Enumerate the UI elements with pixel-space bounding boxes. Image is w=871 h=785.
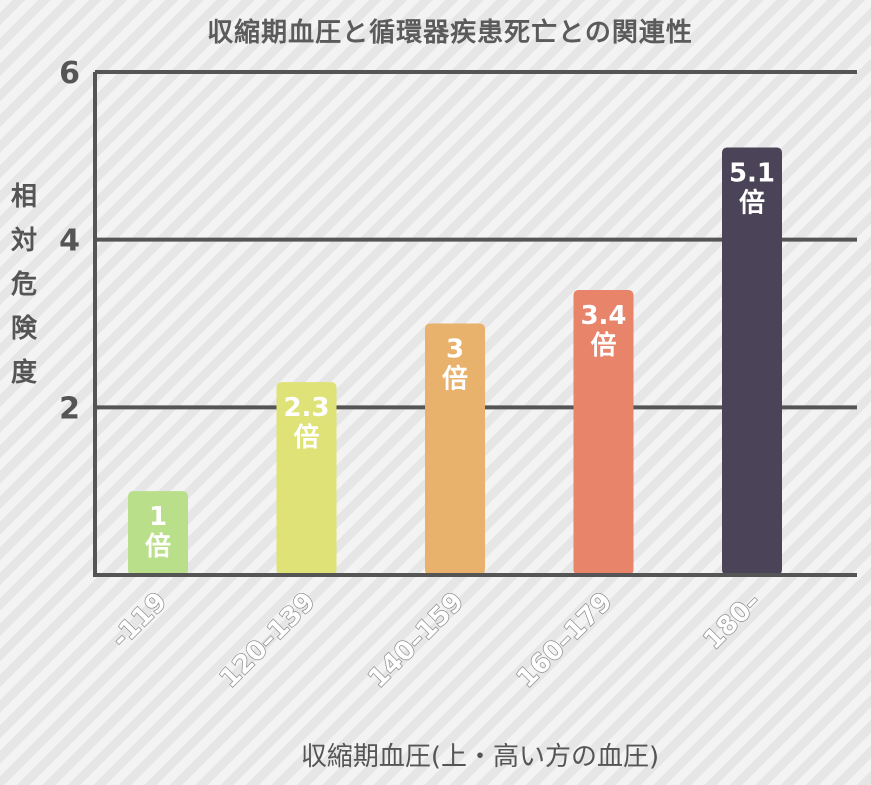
bars: 1 倍 2.3 倍 3 倍 3.4 倍 5.1 倍	[128, 147, 782, 575]
y-tick-label: 2	[59, 391, 80, 426]
y-axis-label-text: 相対危険度	[11, 182, 38, 388]
bar-data-label: 2.3 倍	[283, 393, 329, 453]
bar-4	[722, 147, 782, 575]
chart-title: 収縮期血圧と循環器疾患死亡との関連性	[207, 17, 693, 48]
bar-1	[276, 382, 337, 575]
bar-data-label: 3.4 倍	[580, 301, 626, 361]
bar-2	[425, 323, 485, 575]
x-tick-label: 180–	[698, 587, 767, 656]
x-tick-label: -119	[106, 587, 173, 654]
y-tick-label: 6	[59, 56, 80, 91]
y-tick-label: 4	[59, 224, 80, 259]
x-tick-label: 120–139	[214, 587, 321, 694]
bar-3	[573, 289, 634, 575]
x-axis-label: 収縮期血圧(上・高い方の血圧)	[301, 742, 659, 772]
y-ticks: 2 4 6	[59, 56, 80, 426]
bar-0	[128, 491, 188, 575]
x-ticks: -119 120–139 140–159 160–179 180–	[105, 586, 768, 695]
x-tick-label: 140–159	[363, 587, 470, 694]
y-axis-label: 相対危険度	[11, 182, 38, 388]
bar-data-label: 5.1 倍	[729, 158, 775, 218]
x-tick-label: 160–179	[511, 587, 618, 694]
